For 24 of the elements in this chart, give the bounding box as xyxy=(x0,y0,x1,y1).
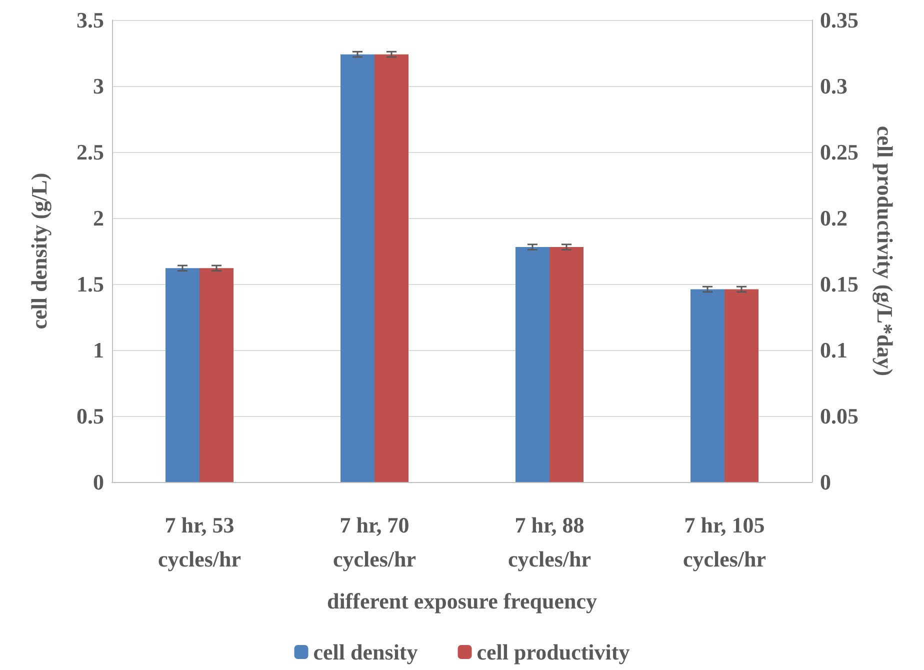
y-tick-label: 3 xyxy=(93,74,104,98)
y2-tick-label: 0.3 xyxy=(820,74,848,98)
y-tick-label: 2.5 xyxy=(76,140,104,164)
y2-axis-title: cell productivity (g/L*day) xyxy=(872,126,898,376)
y-tick-label: 1 xyxy=(93,338,104,362)
x-tick-label: 7 hr, 88 cycles/hr xyxy=(508,512,592,572)
x-tick-label: 7 hr, 105 cycles/hr xyxy=(682,512,766,572)
y2-tick-label: 0.15 xyxy=(820,272,858,296)
y2-tick-label: 0.35 xyxy=(820,8,858,32)
legend-label: cell density xyxy=(313,640,418,664)
y2-tick-label: 0.05 xyxy=(820,404,858,428)
y-tick-label: 2 xyxy=(93,206,104,230)
y2-tick-label: 0.1 xyxy=(820,338,848,362)
y-tick-label: 1.5 xyxy=(76,272,104,296)
y-tick-label: 0 xyxy=(93,470,104,494)
y2-tick-label: 0 xyxy=(820,470,831,494)
x-tick-label: 7 hr, 53 cycles/hr xyxy=(158,512,242,572)
y-tick-label: 3.5 xyxy=(76,8,104,32)
y2-tick-label: 0.2 xyxy=(820,206,848,230)
legend-label: cell productivity xyxy=(476,640,630,664)
y-axis-title: cell density (g/L) xyxy=(26,172,52,330)
y-tick-label: 0.5 xyxy=(76,404,104,428)
x-axis-title: different exposure frequency xyxy=(326,588,598,614)
y2-tick-label: 0.25 xyxy=(820,140,858,164)
